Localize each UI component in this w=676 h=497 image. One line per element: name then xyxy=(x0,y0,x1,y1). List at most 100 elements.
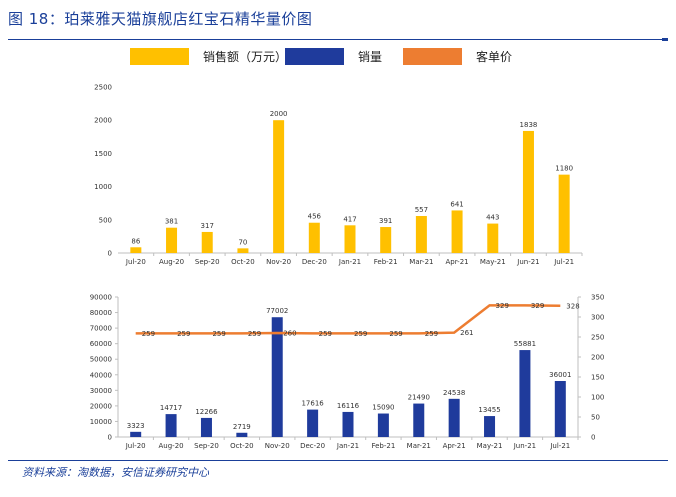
chart1-y-tick-label: 2500 xyxy=(94,84,112,92)
chart2-left-tick-label: 40000 xyxy=(90,371,112,379)
chart1-bar-sales xyxy=(451,210,463,253)
chart2-bar-label: 17616 xyxy=(301,400,324,408)
chart2-x-tick-label: Jul-20 xyxy=(125,442,146,450)
chart2-x-tick-label: Dec-20 xyxy=(300,442,325,450)
chart-legend: 销售额（万元） 销量 客单价 xyxy=(0,44,676,68)
chart2-bar-label: 13455 xyxy=(478,406,500,414)
chart2-right-tick-label: 200 xyxy=(591,354,604,362)
chart2-bar-volume xyxy=(519,350,531,437)
chart2-bar-volume xyxy=(307,409,319,437)
chart2-line-label: 259 xyxy=(212,330,225,338)
chart2-bar-label: 24538 xyxy=(443,389,465,397)
chart2-bar-label: 55881 xyxy=(514,340,536,348)
chart2-x-tick-label: Jun-21 xyxy=(513,442,536,450)
chart1-y-tick-label: 2000 xyxy=(94,117,112,125)
chart2-line-label: 259 xyxy=(248,330,261,338)
chart2-bar-label: 36001 xyxy=(549,371,571,379)
legend-item-sales: 销售额（万元） xyxy=(130,44,287,68)
legend-label-sales: 销售额（万元） xyxy=(203,49,288,64)
chart2-line-label: 329 xyxy=(496,302,509,310)
chart2-bar-label: 15090 xyxy=(372,404,394,412)
chart1-bar-sales xyxy=(201,231,213,253)
chart2-left-tick-label: 0 xyxy=(108,434,112,442)
source-note: 资料来源：淘数据，安信证券研究中心 xyxy=(22,466,209,479)
chart2-line-label: 259 xyxy=(389,330,402,338)
chart1-bar-sales xyxy=(344,225,356,253)
chart2-bar-volume xyxy=(236,432,248,437)
chart2-x-tick-label: Oct-20 xyxy=(230,442,254,450)
chart1-x-tick-label: Aug-20 xyxy=(159,258,184,266)
chart1-bar-sales xyxy=(415,216,427,253)
chart2-bar-volume xyxy=(200,417,212,437)
chart1-data-label: 456 xyxy=(308,213,322,221)
legend-item-volume: 销量 xyxy=(285,44,382,68)
chart2-line-label: 259 xyxy=(142,330,155,338)
chart2-left-tick-label: 80000 xyxy=(90,309,112,317)
chart2-x-tick-label: Apr-21 xyxy=(443,442,466,450)
chart2-left-tick-label: 50000 xyxy=(90,356,112,364)
chart1-bar-sales xyxy=(273,120,285,253)
chart2-line-label: 260 xyxy=(283,330,296,338)
chart2-x-tick-label: May-21 xyxy=(477,442,503,450)
chart1-bar-sales xyxy=(558,174,570,253)
chart1-x-tick-label: Apr-21 xyxy=(446,258,469,266)
chart2-bar-label: 77002 xyxy=(266,307,288,315)
chart2-bar-label: 16116 xyxy=(337,402,360,410)
chart2-bar-label: 3323 xyxy=(127,422,145,430)
chart2-left-tick-label: 90000 xyxy=(90,294,112,302)
chart1-x-tick-label: Dec-20 xyxy=(302,258,327,266)
chart2-x-tick-label: Jul-21 xyxy=(549,442,570,450)
chart1-x-tick-label: May-21 xyxy=(480,258,506,266)
chart2-right-tick-label: 300 xyxy=(591,314,604,322)
chart1-x-tick-label: Jan-21 xyxy=(338,258,361,266)
chart1-bar-sales xyxy=(487,223,499,253)
figure-title: 图 18：珀莱雅天猫旗舰店红宝石精华量价图 xyxy=(8,10,313,28)
legend-swatch-volume xyxy=(285,47,344,65)
chart2-left-tick-label: 70000 xyxy=(90,325,112,333)
chart1-y-tick-label: 0 xyxy=(108,250,112,258)
chart2-right-tick-label: 100 xyxy=(591,394,604,402)
chart1-data-label: 641 xyxy=(450,200,463,208)
chart2-bar-volume xyxy=(413,403,425,437)
chart2-bar-volume xyxy=(377,413,389,437)
chart2-bar-volume xyxy=(271,317,283,437)
legend-swatch-sales xyxy=(130,47,189,65)
chart1-data-label: 1180 xyxy=(555,165,573,173)
chart2-bar-volume xyxy=(130,431,142,437)
chart2-line-label: 261 xyxy=(460,329,473,337)
chart1-bar-sales xyxy=(130,247,142,253)
chart2-left-tick-label: 60000 xyxy=(90,340,112,348)
chart1-data-label: 317 xyxy=(201,222,214,230)
chart1-data-label: 443 xyxy=(486,214,499,222)
chart2-x-tick-label: Sep-20 xyxy=(194,442,219,450)
chart1-data-label: 381 xyxy=(165,218,178,226)
chart2-right-tick-label: 0 xyxy=(591,434,595,442)
chart1-x-tick-label: Nov-20 xyxy=(266,258,291,266)
chart2-line-unit-price xyxy=(135,304,561,335)
chart1-data-label: 86 xyxy=(131,237,140,245)
chart2-line-label: 328 xyxy=(566,302,579,310)
chart1-data-label: 391 xyxy=(379,217,392,225)
chart2-left-tick-label: 30000 xyxy=(90,387,112,395)
bottom-rule xyxy=(8,460,668,461)
legend-item-unit-price: 客单价 xyxy=(403,44,512,68)
chart1-y-tick-label: 1000 xyxy=(94,183,112,191)
chart2-x-tick-label: Aug-20 xyxy=(159,442,184,450)
chart1-x-tick-label: Feb-21 xyxy=(374,258,398,266)
chart2-line-label: 259 xyxy=(354,330,367,338)
chart2-left-tick-label: 10000 xyxy=(90,418,112,426)
chart2-bar-label: 12266 xyxy=(195,408,218,416)
chart1-x-tick-label: Jul-21 xyxy=(553,258,574,266)
chart1-bar-sales xyxy=(380,227,392,253)
chart2-left-tick-label: 20000 xyxy=(90,402,112,410)
top-rule xyxy=(8,39,668,40)
chart1-data-label: 70 xyxy=(238,238,247,246)
chart2-right-tick-label: 150 xyxy=(591,374,604,382)
chart1-data-label: 1838 xyxy=(520,121,538,129)
chart2-bar-label: 2719 xyxy=(233,423,251,431)
chart1-x-tick-label: Jul-20 xyxy=(125,258,146,266)
chart2-right-tick-label: 350 xyxy=(591,294,604,302)
chart2-right-tick-label: 50 xyxy=(591,414,600,422)
chart2-bar-volume xyxy=(448,398,460,437)
